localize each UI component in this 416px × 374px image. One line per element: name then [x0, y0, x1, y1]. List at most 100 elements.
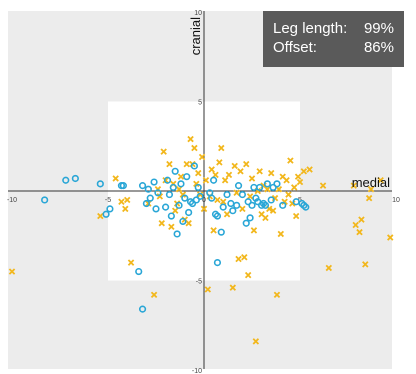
y-axis-label: cranial: [188, 17, 203, 55]
cross-marker: [241, 253, 248, 261]
cross-marker: [356, 228, 363, 236]
cross-marker: [243, 160, 250, 168]
cross-marker: [223, 211, 231, 218]
circle-marker: [248, 201, 256, 209]
cross-marker: [202, 177, 210, 184]
cross-marker: [285, 191, 292, 198]
leg-length-value: 99%: [363, 20, 394, 37]
cross-marker: [246, 193, 254, 200]
cross-marker: [145, 200, 152, 207]
circle-marker: [213, 259, 222, 267]
cross-marker: [200, 205, 208, 213]
circle-marker: [177, 180, 185, 188]
cross-marker: [218, 144, 225, 152]
leg-length-label: Leg length:: [273, 20, 348, 37]
circle-marker: [41, 196, 49, 204]
cross-marker: [264, 185, 271, 193]
circle-marker: [188, 199, 197, 208]
circle-marker: [217, 228, 225, 236]
cross-marker: [275, 185, 283, 193]
offset-label: Offset:: [273, 39, 317, 56]
circle-marker: [208, 194, 216, 202]
circle-marker: [152, 205, 160, 213]
cross-marker: [362, 261, 369, 268]
circle-marker: [261, 201, 270, 209]
cross-marker: [267, 169, 275, 177]
circle-marker: [102, 210, 110, 218]
cross-marker: [221, 177, 229, 184]
cross-marker: [127, 259, 135, 266]
cross-marker: [250, 227, 258, 234]
circle-marker: [263, 180, 271, 188]
cross-marker: [171, 207, 179, 214]
cross-marker: [296, 178, 304, 186]
cross-marker: [198, 153, 206, 161]
offset-row: Offset: 86%: [273, 39, 394, 57]
circle-marker: [190, 162, 198, 170]
circle-marker: [135, 267, 143, 276]
cross-marker: [118, 198, 125, 205]
cross-marker: [187, 135, 194, 143]
cross-marker: [300, 168, 308, 175]
cross-marker: [352, 221, 359, 229]
circle-marker: [244, 198, 252, 206]
circle-marker: [142, 199, 150, 208]
cross-marker: [239, 205, 246, 213]
circle-marker: [146, 194, 154, 202]
x-tick-label: -5: [105, 197, 111, 204]
cross-marker: [8, 268, 16, 275]
circle-marker: [119, 182, 127, 190]
cross-marker: [214, 196, 221, 204]
offset-value: 86%: [363, 39, 394, 56]
cross-marker: [225, 171, 233, 179]
cross-marker: [97, 212, 104, 220]
axes: [8, 11, 392, 369]
circle-marker: [242, 219, 250, 227]
x-axis-label: medial: [352, 175, 390, 190]
circle-marker: [267, 196, 275, 204]
cross-marker: [273, 291, 281, 299]
circle-marker: [223, 190, 231, 199]
circle-marker: [185, 208, 193, 217]
cross-marker: [283, 177, 290, 184]
cross-marker: [216, 159, 223, 166]
cross-marker: [193, 180, 200, 188]
cross-marker: [210, 227, 217, 234]
cross-marker: [237, 168, 244, 175]
cross-marker: [212, 171, 219, 179]
cross-marker: [156, 193, 164, 200]
x-tick-label: 0: [202, 197, 206, 204]
cross-marker: [196, 191, 204, 198]
circle-marker: [279, 201, 287, 209]
circle-marker: [238, 190, 246, 199]
cross-marker: [162, 177, 169, 184]
circle-marker: [154, 189, 162, 197]
circle-marker: [106, 205, 114, 213]
cross-marker: [233, 189, 240, 197]
cross-marker: [235, 255, 242, 263]
cross-marker: [269, 207, 277, 214]
cross-marker: [252, 338, 260, 345]
y-tick-label: -10: [192, 368, 202, 374]
cross-marker: [292, 212, 300, 220]
cross-marker: [177, 173, 185, 180]
cross-marker: [350, 182, 357, 189]
circle-marker: [175, 201, 183, 209]
circle-marker: [196, 192, 204, 200]
cross-marker: [367, 185, 375, 193]
circle-marker: [273, 180, 281, 188]
y-tick-label: 5: [198, 100, 202, 107]
cross-marker: [204, 286, 212, 293]
circle-marker: [246, 214, 254, 222]
stats-panel: Leg length: 99% Offset: 86%: [263, 11, 404, 67]
x-tick-label: -10: [7, 197, 17, 204]
cross-marker: [185, 219, 192, 227]
circle-marker: [173, 230, 181, 238]
cross-marker: [123, 196, 131, 204]
circle-marker: [194, 183, 202, 192]
cross-marker: [387, 234, 394, 241]
circle-marker: [256, 183, 264, 192]
cross-marker: [287, 157, 294, 164]
cross-marker: [244, 271, 252, 279]
